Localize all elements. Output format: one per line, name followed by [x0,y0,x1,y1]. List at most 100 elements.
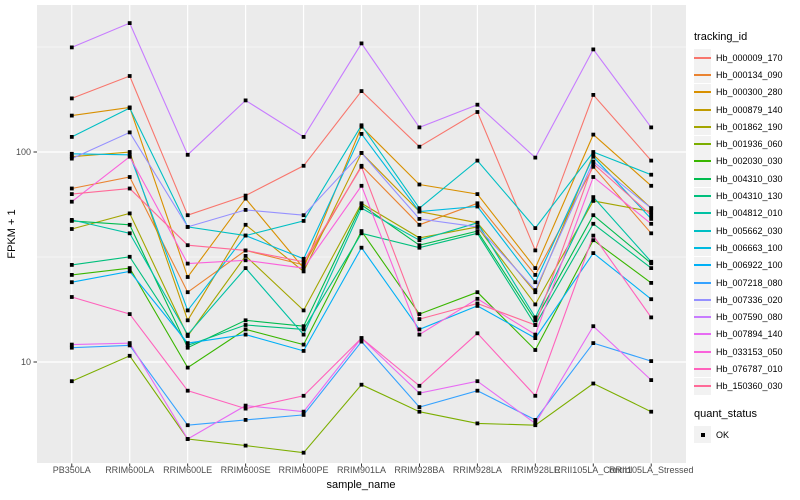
x-tick-label: PB350LA [52,465,91,475]
data-point [475,110,480,114]
data-point [243,443,248,448]
data-point [243,254,248,258]
data-point [127,353,132,358]
data-point [417,125,422,130]
data-point [533,290,538,295]
line-swatch-icon [694,333,711,336]
data-point [243,323,248,327]
legend-color-swatch [694,325,711,343]
data-point [533,418,538,422]
data-point [301,135,306,139]
line-swatch-icon [694,177,711,180]
legend-item: Hb_033153_050 [694,343,798,361]
y-tick-label-100: 100 [15,147,31,157]
data-point [591,164,596,169]
data-point [69,45,74,50]
data-point [301,308,306,313]
data-point [591,381,596,386]
y-tick-label-10: 10 [20,357,31,367]
plot-panel [33,5,686,467]
data-point [301,409,306,414]
data-point [243,403,248,408]
legend-color-swatch [694,308,711,326]
data-point [301,263,306,267]
line-swatch-icon [694,264,711,267]
data-point [359,336,364,340]
legend-item-label: Hb_004310_130 [716,191,783,202]
data-point [591,152,596,157]
data-point [301,256,306,261]
data-point [301,259,306,264]
data-point [185,388,190,393]
data-point [649,183,654,188]
line-swatch-icon [694,195,711,198]
data-point [69,113,74,118]
legend-item: Hb_004812_010 [694,204,798,222]
data-point [69,186,74,191]
data-point [649,172,654,177]
legend: tracking_id Hb_000009_170 Hb_000134_090 Hb… [694,30,798,444]
data-point [301,324,306,329]
data-point [649,206,654,211]
data-point [243,258,248,263]
data-point [417,245,422,250]
line-swatch-icon [694,108,711,111]
legend-item-label: Hb_000134_090 [716,69,783,80]
data-point [359,231,364,236]
data-point [359,132,364,136]
legend-item-label: Hb_001862_190 [716,121,783,132]
data-point [533,226,538,230]
legend-color-swatch [694,274,711,291]
legend-item: Hb_001862_190 [694,118,798,136]
data-point [127,186,132,191]
data-point [475,331,480,336]
line-swatch-icon [694,367,711,370]
data-point [301,332,306,337]
data-point [591,132,596,137]
data-point [69,218,74,222]
data-point [127,231,132,236]
data-point [417,327,422,332]
legend-items-tracking-id: Hb_000009_170 Hb_000134_090 Hb_000300_280 H… [694,49,798,395]
data-point [185,345,190,350]
data-point [417,144,422,149]
data-point [649,297,654,302]
data-point [649,217,654,221]
data-point [475,225,480,229]
legend-item: Hb_000134_090 [694,66,798,84]
data-point [127,106,132,110]
data-point [127,341,132,345]
data-point [417,312,422,316]
data-point [475,421,480,426]
legend-item-label: Hb_000300_280 [716,87,783,98]
data-point [301,413,306,417]
legend-item-label: Hb_150360_030 [716,381,783,392]
data-point [185,341,190,345]
data-point [359,382,364,387]
data-point [243,318,248,323]
x-tick-label: RRIM928LE [510,465,560,475]
data-point [417,206,422,211]
data-point [649,259,654,264]
legend-item-label: OK [716,429,730,440]
legend-color-swatch [694,170,711,188]
data-point [185,308,190,313]
data-point [591,221,596,226]
data-point [591,159,596,164]
data-point [533,280,538,285]
data-point [243,248,248,253]
data-point [591,161,596,166]
data-point [69,227,74,231]
line-swatch-icon [694,160,711,163]
x-tick-label: RRIM928BA [394,465,445,475]
data-point [127,269,132,274]
data-point [69,295,74,299]
data-point [69,273,74,277]
data-point [417,222,422,227]
data-point [533,393,538,398]
line-swatch-icon [694,212,711,215]
legend-item-label: Hb_000009_170 [716,52,783,63]
data-point [591,251,596,255]
data-point [649,359,654,363]
data-point [301,349,306,353]
